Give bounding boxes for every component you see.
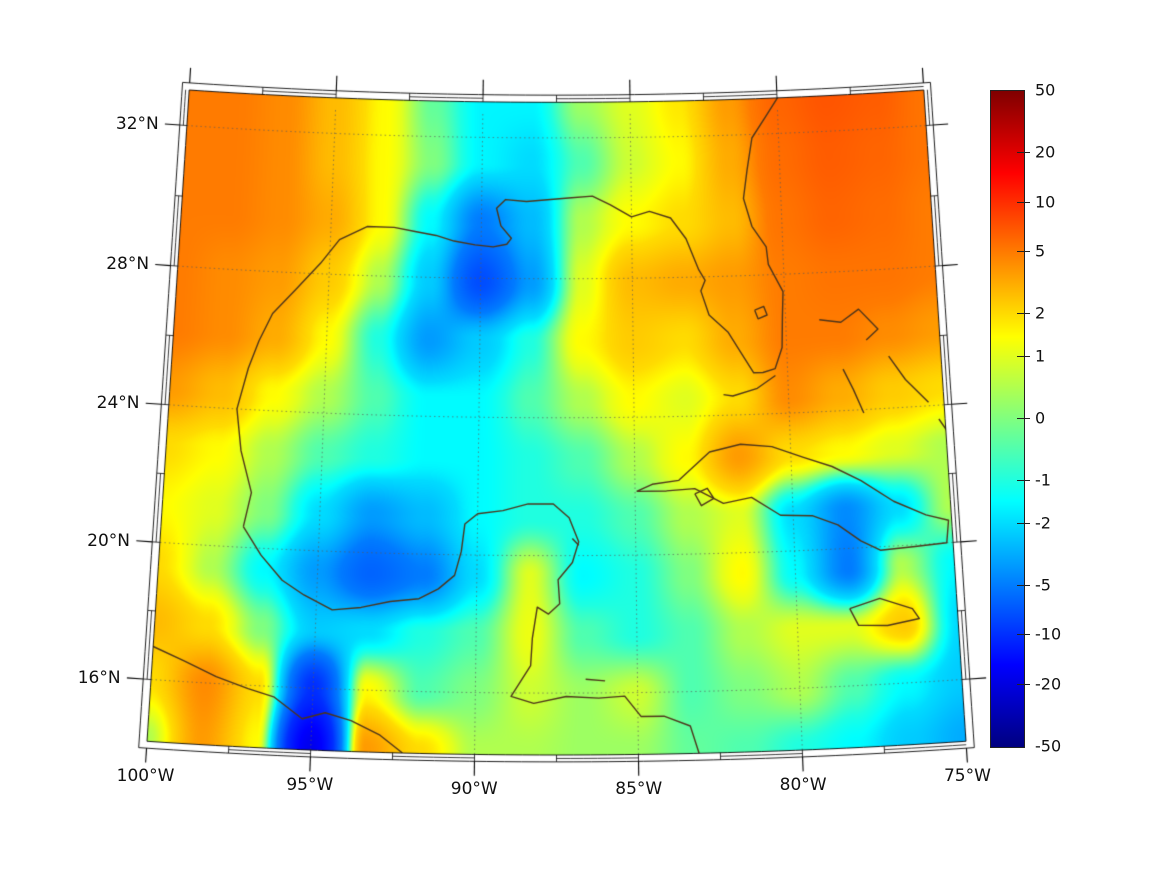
colorbar-tick-label-10: 10	[1035, 192, 1056, 212]
colorbar-tick-label--2: -2	[1035, 513, 1051, 533]
colorbar-tick-10	[1017, 201, 1030, 203]
y-tick-label-28°N: 28°N	[106, 254, 150, 275]
x-tick-label-80°W: 80°W	[779, 775, 827, 796]
colorbar-tick-2	[1017, 313, 1030, 315]
colorbar-tick--10	[1017, 634, 1030, 636]
colorbar-tick-label--20: -20	[1035, 674, 1062, 694]
colorbar-tick-5	[1017, 251, 1030, 253]
y-tick-label-20°N: 20°N	[87, 530, 131, 551]
colorbar-tick-label-0: 0	[1035, 408, 1046, 428]
colorbar-tick--20	[1017, 684, 1030, 686]
colorbar-tick-label--1: -1	[1035, 470, 1051, 490]
colorbar-tick-label--5: -5	[1035, 575, 1051, 595]
y-tick-label-24°N: 24°N	[96, 393, 140, 414]
colorbar-tick-label-5: 5	[1035, 241, 1046, 261]
colorbar: -50 -20 -10 -5 -2 -1 0 1 2 5 10 20 50	[990, 81, 1073, 756]
x-tick-label-85°W: 85°W	[615, 779, 663, 800]
colorbar-tick-1	[1017, 355, 1030, 357]
x-tick-label-100°W: 100°W	[116, 766, 175, 787]
colorbar-tick-label--50: -50	[1035, 736, 1062, 756]
y-tick-label-32°N: 32°N	[115, 113, 159, 134]
x-tick-label-90°W: 90°W	[450, 779, 498, 800]
colorbar-tick-label-20: 20	[1035, 142, 1056, 162]
colorbar-tick--1	[1017, 480, 1030, 482]
y-tick-label-16°N: 16°N	[77, 667, 121, 688]
x-tick-label-95°W: 95°W	[286, 775, 334, 796]
colorbar-tick-20	[1017, 151, 1030, 153]
colorbar-tick-label--10: -10	[1035, 624, 1062, 644]
colorbar-tick-label-1: 1	[1035, 346, 1046, 366]
colorbar-tick-0	[1017, 418, 1030, 419]
x-tick-label-75°W: 75°W	[943, 766, 991, 787]
colorbar-tick--2	[1017, 522, 1030, 524]
colorbar-tick-label-2: 2	[1035, 303, 1046, 323]
colorbar-tick--5	[1017, 584, 1030, 586]
colorbar-gradient	[990, 90, 1025, 748]
colorbar-tick-label-50: 50	[1035, 80, 1056, 100]
